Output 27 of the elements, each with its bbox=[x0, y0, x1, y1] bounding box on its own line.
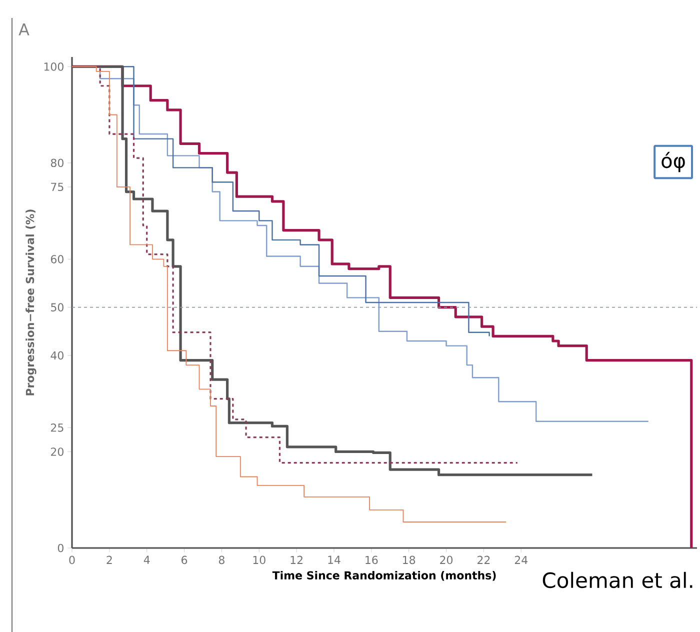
x-tick-label: 4 bbox=[144, 556, 150, 564]
x-tick-label: 18 bbox=[403, 556, 416, 564]
x-tick-label: 24 bbox=[514, 556, 528, 564]
x-tick-label: 10 bbox=[253, 556, 266, 564]
y-tick-label: 25 bbox=[51, 424, 64, 432]
y-tick-label: 40 bbox=[50, 351, 64, 360]
y-axis-title: Progression−free Survival (%) bbox=[26, 210, 36, 396]
x-tick-label: 2 bbox=[106, 556, 112, 564]
y-tick-label: 50 bbox=[51, 303, 64, 312]
text: A bbox=[18, 24, 30, 36]
y-tick-label: 20 bbox=[51, 448, 64, 456]
x-tick-label: 6 bbox=[182, 556, 188, 564]
y-tick-label: 0 bbox=[58, 544, 64, 552]
x-tick-label: 16 bbox=[366, 556, 378, 564]
x-tick-label: 12 bbox=[290, 556, 302, 564]
text: Coleman et al. bbox=[542, 572, 692, 588]
y-tick-label: 100 bbox=[44, 62, 64, 71]
annotation: óφ bbox=[662, 152, 685, 172]
x-tick-label: 22 bbox=[477, 556, 490, 564]
x-tick-label: 14 bbox=[328, 556, 340, 564]
x-axis-title: Time Since Randomization (months) bbox=[272, 570, 496, 581]
y-tick-label: 75 bbox=[51, 182, 64, 192]
x-tick-label: 8 bbox=[218, 556, 224, 564]
x-tick-label: 0 bbox=[69, 556, 75, 564]
y-tick-label: 80 bbox=[50, 158, 64, 168]
x-tick-label: 20 bbox=[440, 556, 453, 564]
y-tick-label: 60 bbox=[50, 255, 64, 264]
